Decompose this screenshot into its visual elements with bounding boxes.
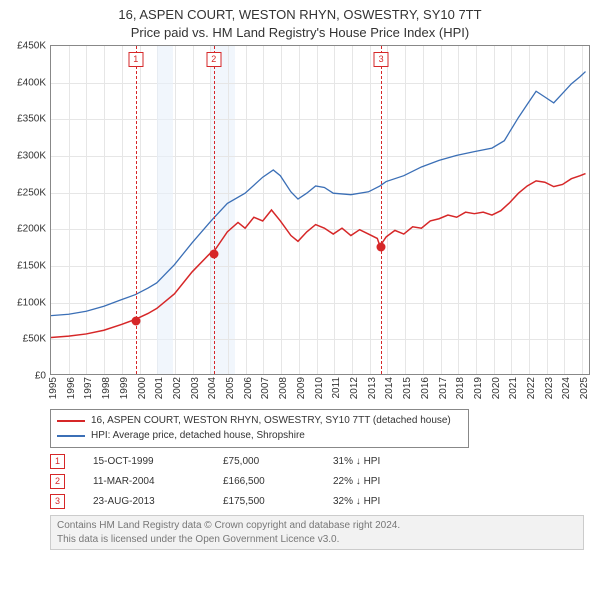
sales-table: 1 15-OCT-1999£75,00031% ↓ HPI 2 11-MAR-2004… bbox=[50, 454, 590, 509]
legend-item: HPI: Average price, detached house, Shro… bbox=[57, 429, 462, 444]
x-tick-label: 2001 bbox=[154, 377, 165, 399]
x-tick-label: 2022 bbox=[526, 377, 537, 399]
sale-row: 1 15-OCT-1999£75,00031% ↓ HPI bbox=[50, 454, 590, 469]
y-tick-label: £0 bbox=[35, 371, 46, 382]
sale-row-diff: 32% ↓ HPI bbox=[333, 496, 380, 507]
y-tick-label: £350K bbox=[17, 114, 46, 125]
x-tick-label: 2006 bbox=[243, 377, 254, 399]
sale-row-date: 23-AUG-2013 bbox=[93, 496, 223, 507]
sale-row-price: £166,500 bbox=[223, 476, 333, 487]
y-tick-label: £150K bbox=[17, 261, 46, 272]
x-tick-label: 2024 bbox=[561, 377, 572, 399]
y-tick-label: £400K bbox=[17, 77, 46, 88]
sale-row: 2 11-MAR-2004£166,50022% ↓ HPI bbox=[50, 474, 590, 489]
series-price bbox=[51, 174, 586, 338]
title-line-2: Price paid vs. HM Land Registry's House … bbox=[10, 24, 590, 42]
sale-marker-index: 1 bbox=[128, 52, 143, 67]
legend: 16, ASPEN COURT, WESTON RHYN, OSWESTRY, … bbox=[50, 409, 469, 448]
price-chart: £0£50K£100K£150K£200K£250K£300K£350K£400… bbox=[50, 45, 590, 375]
x-tick-label: 2010 bbox=[314, 377, 325, 399]
x-tick-label: 2014 bbox=[384, 377, 395, 399]
footnote-line-2: This data is licensed under the Open Gov… bbox=[57, 533, 577, 547]
x-tick-label: 1995 bbox=[48, 377, 59, 399]
x-tick-label: 2023 bbox=[544, 377, 555, 399]
y-tick-label: £100K bbox=[17, 297, 46, 308]
sale-row-diff: 22% ↓ HPI bbox=[333, 476, 380, 487]
x-tick-label: 2018 bbox=[455, 377, 466, 399]
x-tick-label: 2009 bbox=[296, 377, 307, 399]
x-tick-label: 2017 bbox=[438, 377, 449, 399]
y-tick-label: £250K bbox=[17, 187, 46, 198]
sale-row-index: 2 bbox=[50, 474, 65, 489]
x-tick-label: 1999 bbox=[119, 377, 130, 399]
sale-marker-index: 3 bbox=[374, 52, 389, 67]
footnote: Contains HM Land Registry data © Crown c… bbox=[50, 515, 584, 550]
y-tick-label: £300K bbox=[17, 151, 46, 162]
x-tick-label: 2019 bbox=[473, 377, 484, 399]
x-tick-label: 2013 bbox=[367, 377, 378, 399]
sale-row-price: £75,000 bbox=[223, 456, 333, 467]
x-tick-label: 2012 bbox=[349, 377, 360, 399]
x-tick-label: 2005 bbox=[225, 377, 236, 399]
sale-marker-index: 2 bbox=[206, 52, 221, 67]
y-tick-label: £450K bbox=[17, 41, 46, 52]
legend-label: HPI: Average price, detached house, Shro… bbox=[91, 429, 305, 444]
x-tick-label: 2002 bbox=[172, 377, 183, 399]
series-hpi bbox=[51, 72, 586, 316]
x-tick-label: 2020 bbox=[491, 377, 502, 399]
x-tick-label: 1997 bbox=[83, 377, 94, 399]
sale-marker-line bbox=[381, 46, 382, 374]
x-tick-label: 2021 bbox=[508, 377, 519, 399]
sale-row-date: 15-OCT-1999 bbox=[93, 456, 223, 467]
x-tick-label: 2003 bbox=[190, 377, 201, 399]
sale-row: 3 23-AUG-2013£175,50032% ↓ HPI bbox=[50, 494, 590, 509]
x-tick-label: 2025 bbox=[579, 377, 590, 399]
y-tick-label: £200K bbox=[17, 224, 46, 235]
sale-row-diff: 31% ↓ HPI bbox=[333, 456, 380, 467]
chart-title: 16, ASPEN COURT, WESTON RHYN, OSWESTRY, … bbox=[10, 6, 590, 41]
legend-swatch bbox=[57, 435, 85, 437]
x-tick-label: 1996 bbox=[66, 377, 77, 399]
x-tick-label: 2016 bbox=[420, 377, 431, 399]
sale-marker-dot bbox=[209, 249, 218, 258]
x-tick-label: 2000 bbox=[137, 377, 148, 399]
x-tick-label: 2007 bbox=[260, 377, 271, 399]
legend-item: 16, ASPEN COURT, WESTON RHYN, OSWESTRY, … bbox=[57, 414, 462, 429]
x-tick-label: 2004 bbox=[207, 377, 218, 399]
legend-label: 16, ASPEN COURT, WESTON RHYN, OSWESTRY, … bbox=[91, 414, 451, 429]
sale-row-price: £175,500 bbox=[223, 496, 333, 507]
sale-marker-dot bbox=[377, 243, 386, 252]
title-line-1: 16, ASPEN COURT, WESTON RHYN, OSWESTRY, … bbox=[10, 6, 590, 24]
sale-row-index: 3 bbox=[50, 494, 65, 509]
chart-svg bbox=[51, 46, 589, 374]
sale-marker-dot bbox=[131, 317, 140, 326]
legend-swatch bbox=[57, 420, 85, 422]
x-tick-label: 1998 bbox=[101, 377, 112, 399]
x-tick-label: 2015 bbox=[402, 377, 413, 399]
footnote-line-1: Contains HM Land Registry data © Crown c… bbox=[57, 519, 577, 533]
x-tick-label: 2008 bbox=[278, 377, 289, 399]
sale-row-date: 11-MAR-2004 bbox=[93, 476, 223, 487]
sale-marker-line bbox=[214, 46, 215, 374]
x-tick-label: 2011 bbox=[331, 377, 342, 399]
y-tick-label: £50K bbox=[23, 334, 46, 345]
sale-row-index: 1 bbox=[50, 454, 65, 469]
